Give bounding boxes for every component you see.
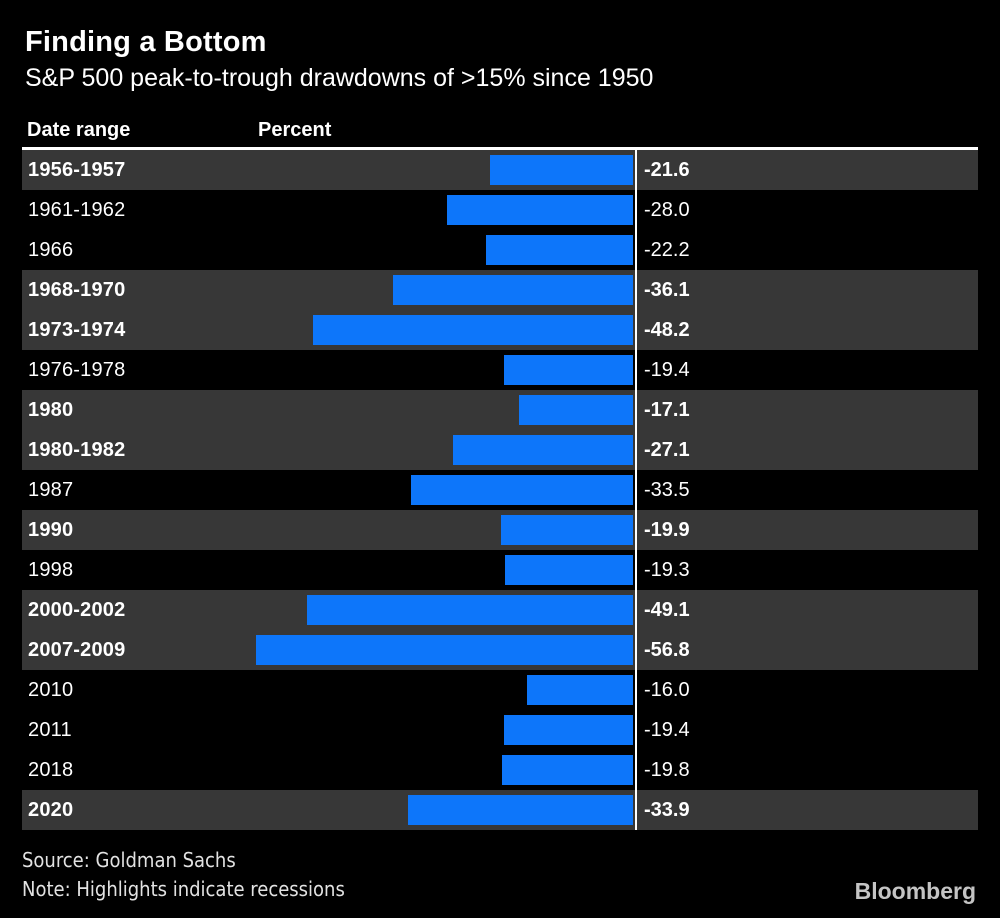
date-range-label: 2000-2002 <box>28 599 126 621</box>
percent-value-label: -19.4 <box>644 359 690 381</box>
footer-text: Source: Goldman Sachs Note: Highlights i… <box>22 846 345 904</box>
column-header-date-range: Date range <box>27 119 131 141</box>
drawdown-bar <box>447 195 633 225</box>
percent-value-label: -48.2 <box>644 319 690 341</box>
drawdown-bar <box>393 275 633 305</box>
table-row: 1973-1974 -48.2 <box>22 310 978 350</box>
date-range-label: 1973-1974 <box>28 319 126 341</box>
percent-value-label: -19.3 <box>644 559 690 581</box>
drawdown-bar <box>256 635 633 665</box>
drawdown-bar <box>504 355 633 385</box>
date-range-label: 2020 <box>28 799 74 821</box>
table-row: 1980 -17.1 <box>22 390 978 430</box>
drawdown-bar <box>490 155 633 185</box>
drawdown-bar <box>519 395 633 425</box>
source-line: Source: Goldman Sachs <box>22 848 236 872</box>
table-row: 2020 -33.9 <box>22 790 978 830</box>
zero-axis-line <box>635 150 637 830</box>
drawdown-bar <box>504 715 633 745</box>
percent-value-label: -19.4 <box>644 719 690 741</box>
date-range-label: 1966 <box>28 239 74 261</box>
drawdown-bar <box>486 235 633 265</box>
date-range-label: 2007-2009 <box>28 639 126 661</box>
date-range-label: 2011 <box>28 719 72 741</box>
table-row: 1968-1970 -36.1 <box>22 270 978 310</box>
table-row: 1976-1978 -19.4 <box>22 350 978 390</box>
drawdown-bar <box>505 555 633 585</box>
chart-subtitle: S&P 500 peak-to-trough drawdowns of >15%… <box>25 64 654 92</box>
drawdown-bar <box>453 435 633 465</box>
percent-value-label: -28.0 <box>644 199 690 221</box>
date-range-label: 1998 <box>28 559 74 581</box>
drawdown-bar <box>307 595 633 625</box>
drawdown-table: Date range Percent 1956-1957 -21.6 1961-19… <box>22 115 978 830</box>
table-row: 1990 -19.9 <box>22 510 978 550</box>
date-range-label: 1987 <box>28 479 74 501</box>
percent-value-label: -19.9 <box>644 519 690 541</box>
drawdown-bar <box>411 475 633 505</box>
drawdown-bar <box>527 675 633 705</box>
percent-value-label: -21.6 <box>644 159 690 181</box>
column-headers: Date range Percent <box>22 115 978 147</box>
bloomberg-logo: Bloomberg <box>854 878 976 904</box>
percent-value-label: -22.2 <box>644 239 690 261</box>
percent-value-label: -33.5 <box>644 479 690 501</box>
table-row: 2010 -16.0 <box>22 670 978 710</box>
chart-rows: 1956-1957 -21.6 1961-1962 -28.0 1966 -22.2 196… <box>22 150 978 830</box>
percent-value-label: -16.0 <box>644 679 690 701</box>
percent-value-label: -19.8 <box>644 759 690 781</box>
date-range-label: 1990 <box>28 519 74 541</box>
drawdown-bar <box>313 315 633 345</box>
table-row: 1987 -33.5 <box>22 470 978 510</box>
table-row: 2007-2009 -56.8 <box>22 630 978 670</box>
date-range-label: 2010 <box>28 679 74 701</box>
table-row: 2018 -19.8 <box>22 750 978 790</box>
column-header-percent: Percent <box>258 119 332 141</box>
table-row: 1998 -19.3 <box>22 550 978 590</box>
table-row: 1980-1982 -27.1 <box>22 430 978 470</box>
date-range-label: 1956-1957 <box>28 159 126 181</box>
chart-title: Finding a Bottom <box>25 26 267 58</box>
date-range-label: 1980 <box>28 399 74 421</box>
date-range-label: 1980-1982 <box>28 439 126 461</box>
percent-value-label: -17.1 <box>644 399 690 421</box>
table-row: 1961-1962 -28.0 <box>22 190 978 230</box>
date-range-label: 1968-1970 <box>28 279 126 301</box>
table-row: 2011 -19.4 <box>22 710 978 750</box>
date-range-label: 2018 <box>28 759 74 781</box>
drawdown-bar <box>408 795 633 825</box>
date-range-label: 1976-1978 <box>28 359 126 381</box>
drawdown-bar <box>501 515 633 545</box>
drawdown-bar <box>502 755 633 785</box>
percent-value-label: -33.9 <box>644 799 690 821</box>
table-row: 1966 -22.2 <box>22 230 978 270</box>
table-row: 1956-1957 -21.6 <box>22 150 978 190</box>
percent-value-label: -56.8 <box>644 639 690 661</box>
percent-value-label: -36.1 <box>644 279 690 301</box>
header-rule <box>22 147 978 150</box>
date-range-label: 1961-1962 <box>28 199 126 221</box>
percent-value-label: -27.1 <box>644 439 690 461</box>
percent-value-label: -49.1 <box>644 599 690 621</box>
table-row: 2000-2002 -49.1 <box>22 590 978 630</box>
note-line: Note: Highlights indicate recessions <box>22 877 345 901</box>
